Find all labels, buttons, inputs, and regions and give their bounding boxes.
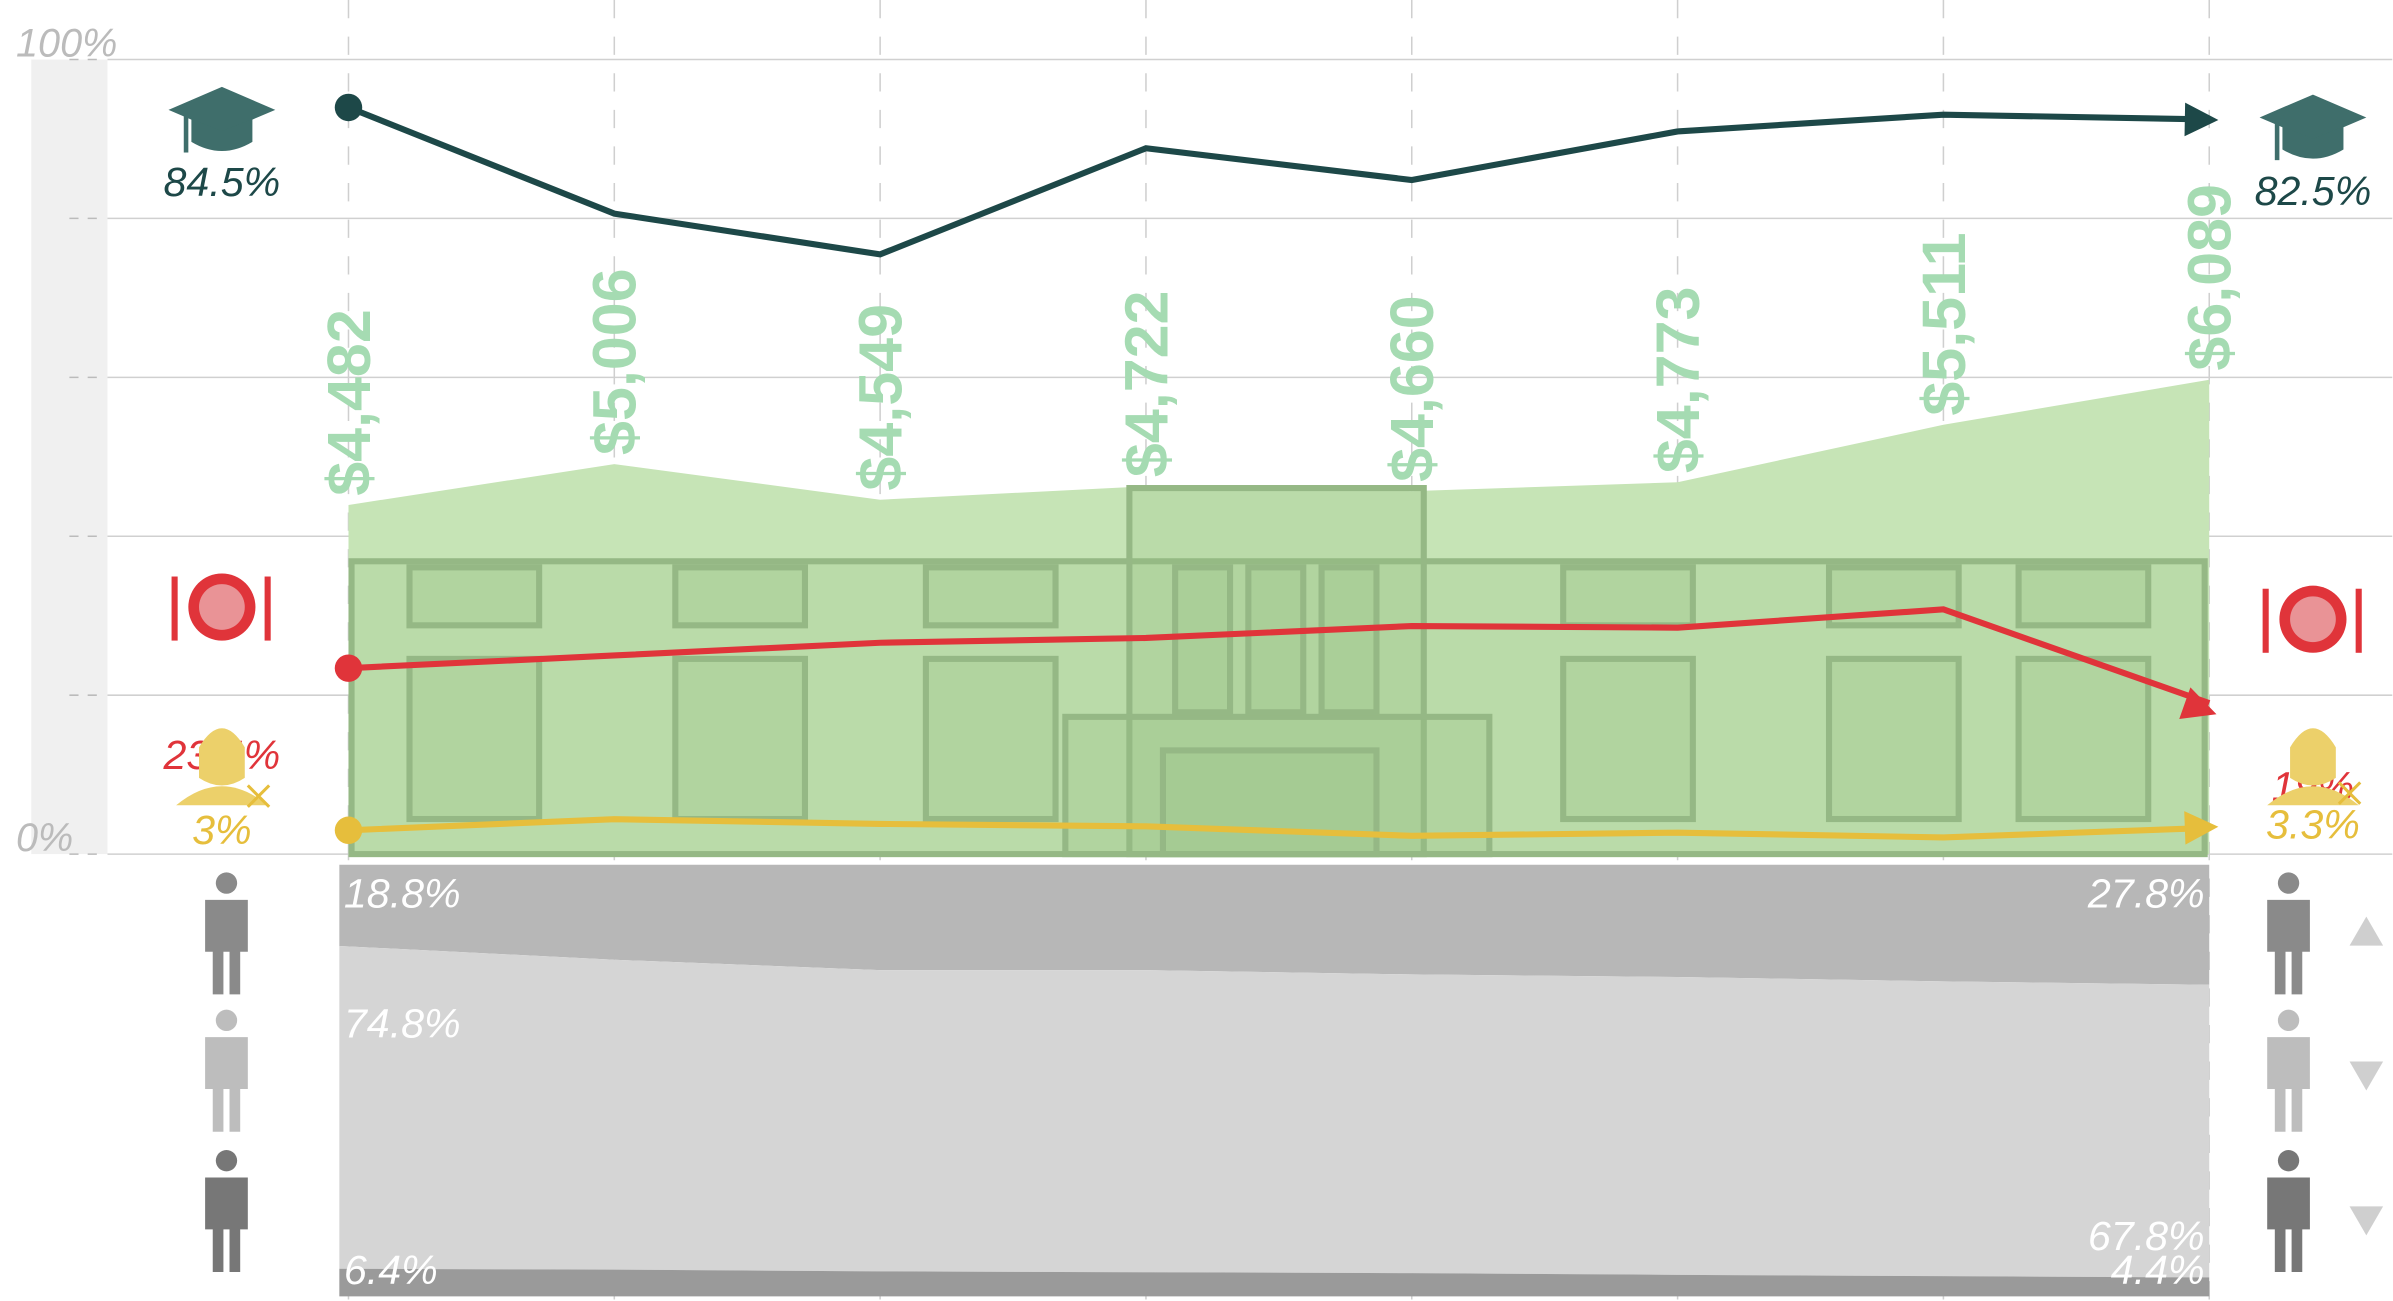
window <box>1560 655 1696 823</box>
series-line <box>348 606 2211 707</box>
person-head <box>2277 1009 2300 1032</box>
person-body <box>2267 1177 2310 1273</box>
spending-label: $5,006 <box>581 268 649 455</box>
person-body <box>205 1177 248 1273</box>
start-dot <box>334 816 363 845</box>
spending-label: $4,660 <box>1378 295 1446 482</box>
series-line <box>348 816 2210 841</box>
spending-label: $4,482 <box>315 309 383 496</box>
value-label: 82.5% <box>2255 168 2372 214</box>
person-body <box>205 899 248 995</box>
person-body <box>2267 1037 2310 1132</box>
window <box>1245 564 1307 716</box>
window <box>922 655 1059 823</box>
window <box>672 655 809 823</box>
start-dot <box>334 654 363 682</box>
person-head <box>215 1009 238 1032</box>
stack-label: 67.8% <box>2088 1213 2205 1259</box>
spending-label: $4,773 <box>1644 287 1712 474</box>
start-dot <box>334 93 363 122</box>
axis-band <box>31 59 108 855</box>
spending-label: $6,089 <box>2176 184 2244 371</box>
value-label: 3% <box>192 807 252 853</box>
stack-label: 18.8% <box>344 870 461 916</box>
window <box>2015 564 2152 629</box>
stack-label: 4.4% <box>2111 1247 2205 1293</box>
person-body <box>2267 899 2310 995</box>
stack-label: 6.4% <box>344 1247 438 1293</box>
end-arrow <box>2184 811 2219 845</box>
stack-segment <box>339 945 2210 1278</box>
spending-label: $5,511 <box>1910 232 1978 415</box>
line-layer: $4,482 $5,006 $4,549 $4,722 $4,660 $4,773 $5,5… <box>163 93 2372 1293</box>
end-arrow <box>2184 102 2219 137</box>
window <box>1825 655 1962 823</box>
spending-label: $4,722 <box>1112 291 1180 478</box>
person-head <box>2277 1150 2300 1172</box>
stack-segment <box>339 1268 2210 1297</box>
window <box>406 564 543 629</box>
stack-label: 74.8% <box>344 1000 461 1046</box>
window <box>2015 655 2152 823</box>
y-tick-label: 100% <box>16 21 117 65</box>
window <box>1560 564 1696 629</box>
window <box>1318 564 1380 716</box>
y-tick-label: 0% <box>16 816 73 860</box>
value-label: 3.3% <box>2266 802 2360 848</box>
area-layer <box>339 379 2210 1297</box>
person-body <box>205 1037 248 1132</box>
value-label: 84.5% <box>164 159 281 205</box>
person-head <box>2277 872 2300 894</box>
person-head <box>215 1150 238 1172</box>
spending-label: $4,549 <box>846 304 914 491</box>
window <box>406 655 543 823</box>
window <box>672 564 809 629</box>
series-line <box>347 104 2210 258</box>
person-head <box>215 872 238 894</box>
stack-label: 27.8% <box>2087 870 2205 916</box>
window <box>1172 564 1234 716</box>
icons <box>168 86 2384 1273</box>
window <box>922 564 1059 629</box>
end-arrow <box>2179 687 2217 719</box>
stack-segment <box>339 864 2210 985</box>
spending-area <box>348 379 2210 855</box>
